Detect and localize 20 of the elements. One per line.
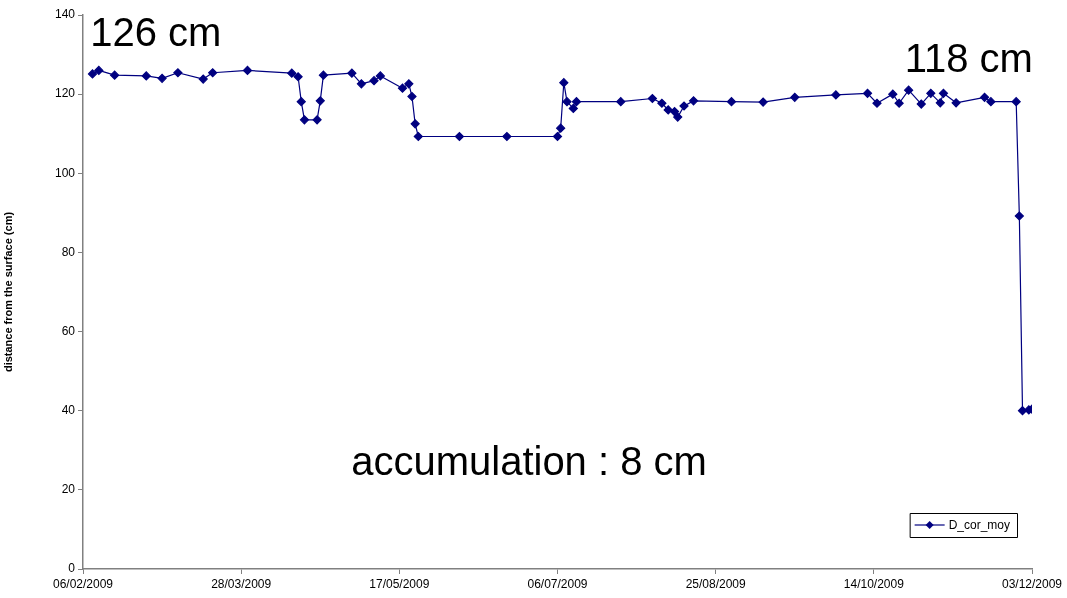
x-tick-label: 03/12/2009 — [1001, 576, 1063, 591]
y-tick-label: 100 — [54, 165, 76, 180]
x-tick-label: 17/05/2009 — [369, 576, 430, 591]
x-tick-label: 14/10/2009 — [843, 576, 905, 591]
x-tick-label: 28/03/2009 — [211, 576, 272, 591]
y-tick-label: 0 — [68, 561, 76, 576]
y-tick-label: 60 — [61, 323, 76, 338]
annotation: 126 cm — [90, 10, 222, 55]
y-tick-label: 20 — [61, 482, 76, 497]
annotation: accumulation : 8 cm — [351, 438, 707, 483]
y-tick-label: 40 — [61, 403, 76, 418]
y-axis-title: distance from the surface (cm) — [1, 211, 14, 373]
y-tick-label: 140 — [54, 7, 76, 22]
y-tick-label: 80 — [61, 244, 76, 259]
x-tick-label: 25/08/2009 — [685, 576, 747, 591]
legend-label: D_cor_moy — [948, 518, 1011, 533]
x-tick-label: 06/02/2009 — [52, 576, 114, 591]
x-tick-label: 06/07/2009 — [527, 576, 588, 591]
annotation: 118 cm — [904, 36, 1033, 81]
y-tick-label: 120 — [54, 86, 76, 101]
